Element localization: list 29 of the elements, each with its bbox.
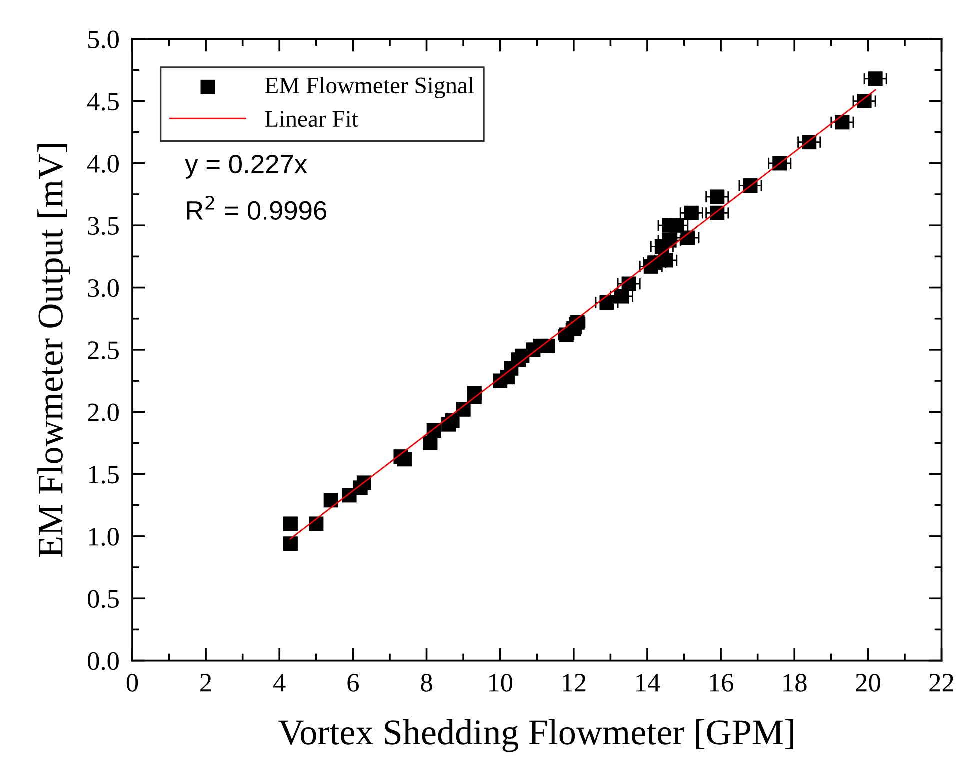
legend-label: EM Flowmeter Signal [265,77,474,98]
x-tick-label: 22 [930,674,954,692]
annotation: y = 0.227x [185,154,308,179]
y-tick-label: 1.5 [89,466,119,484]
y-tick-label: 4.0 [88,155,119,173]
y-tick-label: 4.5 [88,93,119,111]
x-tick-label: 6 [348,674,359,692]
y-tick-label: 2.0 [88,404,119,422]
y-axis-title: EM Flowmeter Output [mV] [38,144,70,558]
x-tick-label: 2 [200,674,212,692]
legend-label: Linear Fit [265,111,358,128]
y-tick-label: 5.0 [88,30,119,49]
y-tick-label: 0.5 [88,590,119,608]
y-tick-label: 0.0 [88,652,119,670]
y-tick-label: 3.5 [88,217,119,236]
y-tick-label: 2.5 [88,342,119,360]
x-tick-label: 0 [126,674,138,692]
x-tick-label: 16 [710,674,734,692]
x-tick-label: 8 [421,674,432,692]
y-tick-label: 1.0 [89,528,119,546]
x-tick-label: 14 [636,674,660,692]
x-tick-label: 4 [274,674,286,692]
x-tick-label: 10 [489,674,513,692]
x-tick-label: 18 [784,674,807,692]
x-tick-label: 20 [856,674,880,692]
x-axis-title: Vortex Shedding Flowmeter [GPM] [278,719,794,752]
annotation: R$^{2}$ = 0.9996 [187,196,326,220]
x-tick-label: 12 [563,674,586,692]
y-tick-label: 3.0 [88,279,119,298]
